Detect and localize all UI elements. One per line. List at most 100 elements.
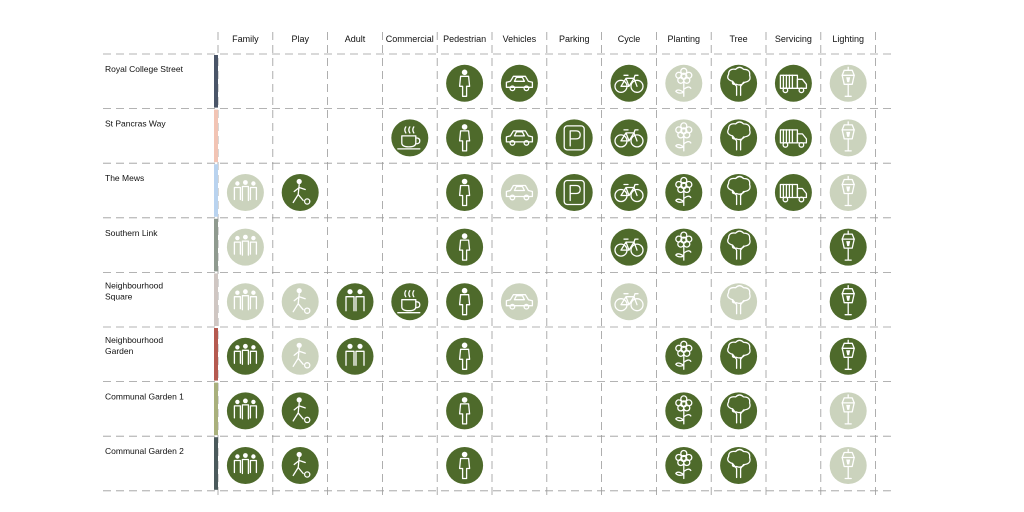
cell-circle bbox=[446, 337, 484, 375]
cell-planting-strong bbox=[665, 174, 703, 211]
column-header-planting: Planting bbox=[668, 34, 701, 44]
cell-pedestrian-strong bbox=[446, 119, 484, 157]
cell-cycle-strong bbox=[610, 174, 648, 211]
cell-play-strong bbox=[281, 447, 319, 484]
cell-pedestrian-strong bbox=[446, 228, 484, 266]
cell-vehicles-strong bbox=[500, 64, 538, 102]
cell-servicing-strong bbox=[774, 64, 812, 102]
cell-planting-strong bbox=[665, 228, 703, 266]
cell-circle bbox=[226, 392, 264, 430]
cell-circle bbox=[829, 392, 867, 430]
cell-servicing-strong bbox=[774, 119, 812, 157]
row-color-bar bbox=[214, 164, 218, 217]
cell-pedestrian-strong bbox=[446, 283, 484, 321]
cell-circle bbox=[226, 283, 264, 321]
cell-family-light bbox=[226, 283, 264, 321]
cell-circle bbox=[500, 64, 538, 102]
cell-tree-strong bbox=[720, 447, 758, 484]
column-header-parking: Parking bbox=[559, 34, 590, 44]
cell-family-strong bbox=[226, 337, 264, 375]
cell-lighting-light bbox=[829, 447, 867, 484]
cell-planting-light bbox=[665, 64, 703, 102]
cell-circle bbox=[446, 283, 484, 321]
cell-circle bbox=[391, 119, 429, 157]
cell-circle bbox=[555, 174, 593, 211]
row-label: Communal Garden 1 bbox=[105, 392, 184, 402]
cell-play-strong bbox=[281, 174, 319, 211]
row-color-bar bbox=[214, 437, 218, 490]
cell-circle bbox=[226, 337, 264, 375]
cell-lighting-light bbox=[829, 64, 867, 102]
cell-vehicles-light bbox=[500, 174, 538, 211]
cell-circle bbox=[446, 228, 484, 266]
cell-play-light bbox=[281, 337, 319, 375]
cell-circle bbox=[720, 337, 758, 375]
row-label: Southern Link bbox=[105, 228, 158, 238]
cell-cycle-strong bbox=[610, 119, 648, 157]
cell-pedestrian-strong bbox=[446, 337, 484, 375]
cell-circle bbox=[446, 447, 484, 484]
cell-cycle-strong bbox=[610, 228, 648, 266]
cell-circle bbox=[226, 447, 264, 484]
cell-lighting-light bbox=[829, 119, 867, 157]
row-headers: Royal College Street St Pancras Way The Me… bbox=[105, 64, 184, 456]
cell-circle bbox=[829, 447, 867, 484]
cell-lighting-light bbox=[829, 392, 867, 430]
row-color-bar bbox=[214, 328, 218, 381]
cell-planting-strong bbox=[665, 447, 703, 484]
column-header-vehicles: Vehicles bbox=[503, 34, 537, 44]
cell-family-strong bbox=[226, 392, 264, 430]
cell-circle bbox=[829, 174, 867, 211]
row-label: St Pancras Way bbox=[105, 119, 166, 129]
cell-tree-strong bbox=[720, 392, 758, 430]
cell-tree-light bbox=[720, 283, 758, 321]
cell-tree-strong bbox=[720, 337, 758, 375]
cell-circle bbox=[500, 174, 538, 211]
row-color-bar bbox=[214, 218, 218, 272]
matrix-cells bbox=[226, 64, 867, 484]
cell-pedestrian-strong bbox=[446, 447, 484, 484]
row-label: Communal Garden 2 bbox=[105, 446, 184, 456]
cell-commercial-strong bbox=[391, 283, 429, 321]
cell-family-light bbox=[226, 228, 264, 266]
column-header-lighting: Lighting bbox=[832, 34, 864, 44]
row-label-line: The Mews bbox=[105, 173, 144, 183]
cell-play-light bbox=[281, 283, 319, 321]
row-label-line: Southern Link bbox=[105, 228, 158, 238]
column-header-servicing: Servicing bbox=[775, 34, 812, 44]
column-header-adult: Adult bbox=[345, 34, 366, 44]
cell-tree-strong bbox=[720, 64, 758, 102]
cell-parking-strong bbox=[555, 174, 593, 211]
row-label-line: St Pancras Way bbox=[105, 119, 166, 129]
cell-circle bbox=[720, 228, 758, 266]
row-color-bars bbox=[214, 55, 218, 490]
cell-planting-light bbox=[665, 119, 703, 157]
cell-vehicles-strong bbox=[500, 119, 538, 157]
cell-pedestrian-strong bbox=[446, 392, 484, 430]
cell-parking-strong bbox=[555, 119, 593, 157]
cell-family-strong bbox=[226, 447, 264, 484]
cell-circle bbox=[720, 119, 758, 157]
cell-circle bbox=[391, 283, 429, 321]
cell-planting-strong bbox=[665, 337, 703, 375]
cell-lighting-light bbox=[829, 174, 867, 211]
row-label-line: Royal College Street bbox=[105, 64, 184, 74]
cell-circle bbox=[829, 228, 867, 266]
cell-circle bbox=[720, 174, 758, 211]
cell-lighting-strong bbox=[829, 337, 867, 375]
row-label: Neighbourhood Square bbox=[105, 280, 163, 301]
cell-pedestrian-strong bbox=[446, 64, 484, 102]
cell-lighting-strong bbox=[829, 283, 867, 321]
row-label-line: Square bbox=[105, 291, 133, 301]
cell-vehicles-light bbox=[500, 283, 538, 321]
cell-circle bbox=[226, 228, 264, 266]
column-headers: Family Play Adult Commercial Pedestrian Vehic… bbox=[232, 34, 864, 44]
row-label: The Mews bbox=[105, 173, 144, 183]
cell-family-light bbox=[226, 174, 264, 211]
cell-circle bbox=[720, 392, 758, 430]
cell-circle bbox=[336, 283, 374, 321]
cell-circle bbox=[829, 119, 867, 157]
cell-circle bbox=[829, 337, 867, 375]
cell-adult-strong bbox=[336, 283, 374, 321]
cell-tree-strong bbox=[720, 174, 758, 211]
